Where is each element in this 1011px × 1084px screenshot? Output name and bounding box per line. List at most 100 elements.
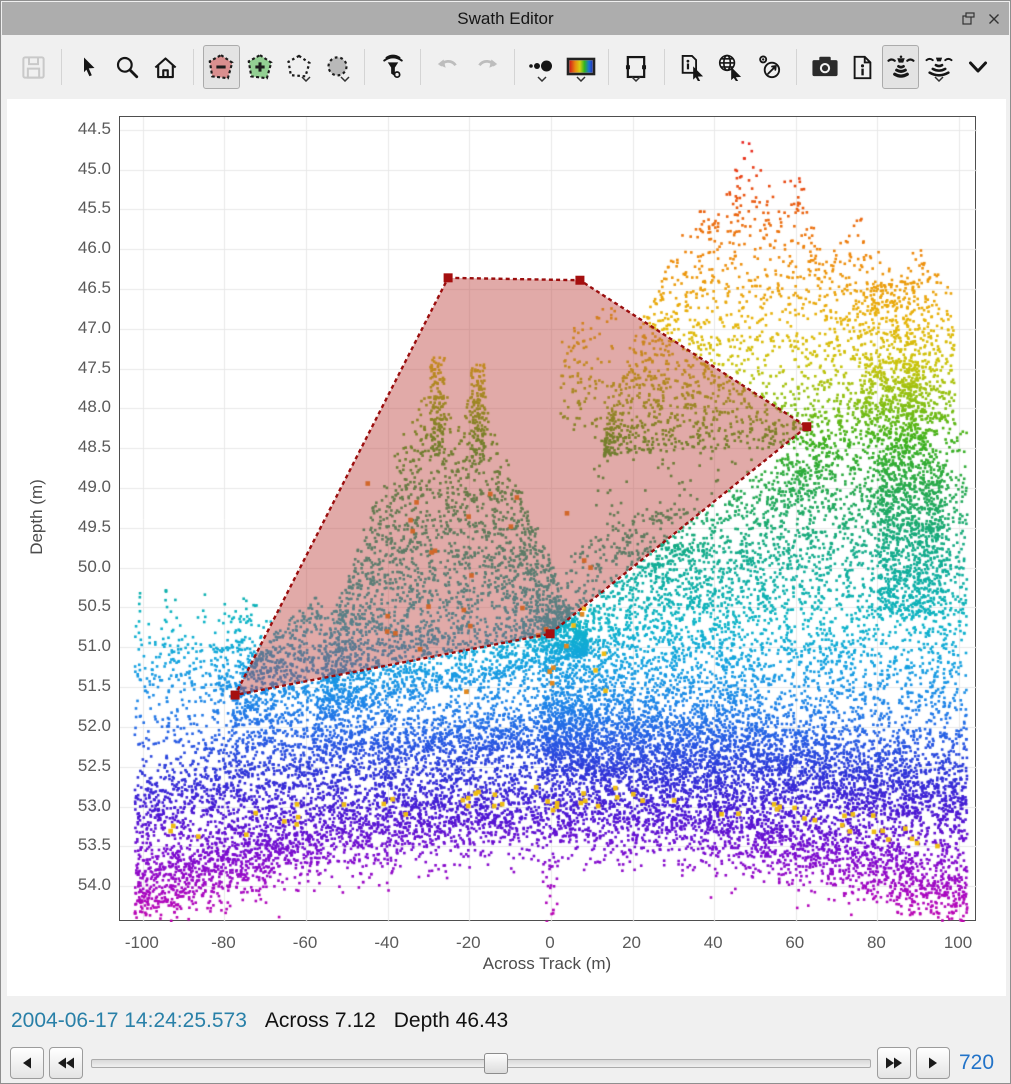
titlebar: Swath Editor: [2, 2, 1009, 35]
more-tools-button[interactable]: [959, 45, 996, 89]
zoom-button[interactable]: [109, 45, 146, 89]
slider-handle[interactable]: [484, 1053, 508, 1074]
polygon-minus-icon: [206, 52, 236, 82]
fast-back-button[interactable]: [49, 1047, 83, 1079]
redo-icon: [473, 53, 501, 81]
polygon-plus-icon: [245, 52, 275, 82]
close-icon[interactable]: [987, 12, 1001, 26]
multi-swath-view-button[interactable]: [921, 45, 958, 89]
depth-readout: Depth 46.43: [394, 1009, 508, 1033]
polygon-accept-button[interactable]: [242, 45, 279, 89]
select-cursor-button[interactable]: [71, 45, 108, 89]
step-back-icon: [20, 1056, 34, 1070]
frame-count: 720: [959, 1051, 999, 1075]
plot-frame: [119, 116, 976, 921]
window-title: Swath Editor: [457, 9, 553, 29]
document-info-icon: [849, 54, 876, 81]
selection-polygon-overlay[interactable]: [120, 117, 977, 922]
slider-groove[interactable]: [91, 1059, 871, 1068]
polygon-reject-button[interactable]: [203, 45, 240, 89]
fast-forward-button[interactable]: [877, 1047, 911, 1079]
info-panel-button[interactable]: [844, 45, 881, 89]
compass-locate-icon: [755, 53, 783, 81]
y-tick-label: 46.0: [49, 238, 111, 258]
polygon-vertex-handle[interactable]: [546, 629, 555, 638]
polygon-vertex-handle[interactable]: [231, 691, 240, 700]
polygon-vertex-handle[interactable]: [444, 273, 453, 282]
redo-button[interactable]: [468, 45, 505, 89]
single-swath-icon: [886, 52, 916, 82]
y-tick-label: 45.5: [49, 198, 111, 218]
pick-geographic-button[interactable]: [712, 45, 749, 89]
globe-cursor-icon: [716, 53, 744, 81]
y-tick-label: 48.5: [49, 437, 111, 457]
y-tick-label: 50.5: [49, 596, 111, 616]
ping-timestamp: 2004-06-17 14:24:25.573: [11, 1009, 247, 1033]
single-swath-view-button[interactable]: [882, 45, 919, 89]
beam-filter-button[interactable]: [374, 45, 411, 89]
y-tick-label: 47.5: [49, 358, 111, 378]
undo-button[interactable]: [430, 45, 467, 89]
x-axis-title: Across Track (m): [447, 954, 647, 974]
save-button[interactable]: [15, 45, 52, 89]
ping-slider[interactable]: [91, 1047, 871, 1079]
locate-button[interactable]: [751, 45, 788, 89]
polygon-vertex-handle[interactable]: [575, 276, 584, 285]
home-icon: [152, 54, 179, 81]
polygon-outline-select-button[interactable]: [280, 45, 317, 89]
y-tick-label: 46.5: [49, 278, 111, 298]
x-tick-label: 0: [520, 933, 580, 953]
y-tick-label: 49.5: [49, 517, 111, 537]
x-tick-label: 60: [765, 933, 825, 953]
step-back-button[interactable]: [10, 1047, 44, 1079]
camera-icon: [809, 53, 841, 81]
status-bar: 2004-06-17 14:24:25.573 Across 7.12 Dept…: [2, 1001, 1009, 1041]
x-tick-label: -100: [112, 933, 172, 953]
fast-forward-icon: [884, 1056, 904, 1070]
x-tick-label: -80: [193, 933, 253, 953]
x-tick-label: 40: [683, 933, 743, 953]
swath-editor-window: Swath Editor: [0, 0, 1011, 1084]
chevron-down-icon: [966, 55, 990, 79]
step-forward-button[interactable]: [916, 1047, 950, 1079]
y-tick-label: 49.0: [49, 477, 111, 497]
toolbar: [2, 35, 1009, 99]
home-view-button[interactable]: [148, 45, 185, 89]
cursor-arrow-icon: [77, 55, 101, 79]
y-axis-title: Depth (m): [27, 457, 47, 577]
selection-polygon[interactable]: [235, 278, 807, 695]
y-tick-label: 45.0: [49, 159, 111, 179]
fast-back-icon: [56, 1056, 76, 1070]
x-tick-label: -60: [275, 933, 335, 953]
polygon-vertex-handle[interactable]: [802, 422, 811, 431]
y-tick-label: 51.5: [49, 676, 111, 696]
magnifier-icon: [114, 54, 140, 80]
x-tick-label: 100: [928, 933, 988, 953]
document-cursor-icon: [678, 53, 706, 81]
x-tick-label: 80: [846, 933, 906, 953]
x-tick-label: -40: [357, 933, 417, 953]
y-tick-label: 47.0: [49, 318, 111, 338]
across-readout: Across 7.12: [265, 1009, 376, 1033]
y-tick-label: 51.0: [49, 636, 111, 656]
y-tick-label: 52.0: [49, 716, 111, 736]
snapshot-button[interactable]: [806, 45, 843, 89]
color-map-button[interactable]: [563, 45, 600, 89]
pick-info-button[interactable]: [674, 45, 711, 89]
point-size-button[interactable]: [524, 45, 561, 89]
plot-panel: Depth (m) 44.5 45.0 45.5 46.0 46.5 47.0 47.5 48…: [7, 99, 1006, 996]
undo-icon: [434, 53, 462, 81]
swath-bounds-button[interactable]: [618, 45, 655, 89]
y-tick-label: 44.5: [49, 119, 111, 139]
step-forward-icon: [926, 1056, 940, 1070]
x-tick-label: 20: [602, 933, 662, 953]
x-tick-label: -20: [438, 933, 498, 953]
transport-bar: 720: [2, 1043, 1009, 1083]
circle-select-button[interactable]: [319, 45, 356, 89]
save-icon: [20, 54, 47, 81]
y-tick-label: 48.0: [49, 397, 111, 417]
beam-filter-icon: [379, 53, 407, 81]
float-window-icon[interactable]: [961, 12, 975, 26]
y-tick-label: 52.5: [49, 756, 111, 776]
y-tick-label: 54.0: [49, 875, 111, 895]
